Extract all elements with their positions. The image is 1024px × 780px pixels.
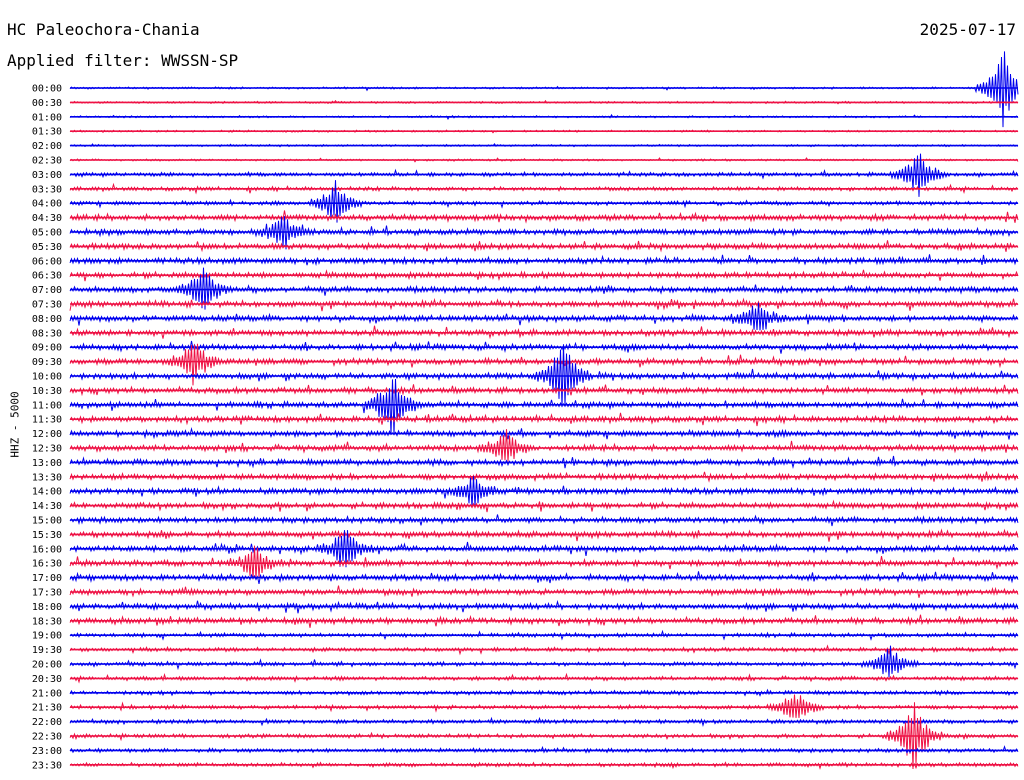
row-label: 06:00 xyxy=(32,256,62,267)
trace-row xyxy=(69,210,1019,224)
row-label: 07:00 xyxy=(32,285,62,296)
row-label: 21:30 xyxy=(32,703,62,714)
row-label: 17:30 xyxy=(32,588,62,599)
row-label: 03:30 xyxy=(32,184,62,195)
trace-row xyxy=(69,528,1019,542)
row-label: 15:00 xyxy=(32,516,62,527)
row-labels: 00:00 00:30 01:00 01:30 02:00 02:30 03:00 03:30… xyxy=(32,84,62,772)
row-label: 06:30 xyxy=(32,271,62,282)
trace-row xyxy=(69,499,1019,513)
row-label: 18:00 xyxy=(32,602,62,613)
row-label: 16:30 xyxy=(32,559,62,570)
row-label: 01:00 xyxy=(32,112,62,123)
row-label: 07:30 xyxy=(32,300,62,311)
row-label: 21:00 xyxy=(32,688,62,699)
row-label: 19:00 xyxy=(32,631,62,642)
filter-label: Applied filter: WWSSN-SP xyxy=(7,51,239,70)
row-label: 04:00 xyxy=(32,199,62,210)
row-label: 12:00 xyxy=(32,429,62,440)
row-label: 16:00 xyxy=(32,544,62,555)
row-label: 13:30 xyxy=(32,472,62,483)
row-label: 10:30 xyxy=(32,386,62,397)
row-label: 11:00 xyxy=(32,400,62,411)
row-label: 01:30 xyxy=(32,127,62,138)
station-title: HC Paleochora-Chania xyxy=(7,20,200,39)
row-label: 05:30 xyxy=(32,242,62,253)
trace-row xyxy=(69,378,1019,436)
row-label: 14:30 xyxy=(32,501,62,512)
trace-row xyxy=(69,302,1019,331)
row-label: 13:00 xyxy=(32,458,62,469)
row-label: 20:30 xyxy=(32,674,62,685)
row-label: 02:00 xyxy=(32,141,62,152)
row-label: 12:30 xyxy=(32,444,62,455)
row-label: 10:00 xyxy=(32,372,62,383)
row-label: 02:30 xyxy=(32,156,62,167)
row-label: 03:00 xyxy=(32,170,62,181)
row-label: 19:30 xyxy=(32,645,62,656)
row-label: 22:30 xyxy=(32,732,62,743)
row-label: 20:00 xyxy=(32,660,62,671)
row-label: 17:00 xyxy=(32,573,62,584)
row-label: 05:00 xyxy=(32,228,62,239)
row-label: 22:00 xyxy=(32,717,62,728)
trace-row xyxy=(69,51,1019,128)
row-label: 14:00 xyxy=(32,487,62,498)
row-label: 00:30 xyxy=(32,98,62,109)
trace-row xyxy=(69,297,1019,312)
row-label: 04:30 xyxy=(32,213,62,224)
row-label: 09:00 xyxy=(32,343,62,354)
trace-row xyxy=(69,254,1019,267)
row-label: 08:30 xyxy=(32,328,62,339)
trace-row xyxy=(69,694,1019,718)
row-label: 08:00 xyxy=(32,314,62,325)
row-label: 18:30 xyxy=(32,616,62,627)
row-label: 23:00 xyxy=(32,746,62,757)
trace-row xyxy=(69,585,1019,598)
row-label: 23:30 xyxy=(32,760,62,771)
row-label: 15:30 xyxy=(32,530,62,541)
row-label: 00:00 xyxy=(32,84,62,95)
seismic-traces xyxy=(69,51,1019,770)
row-label: 11:30 xyxy=(32,415,62,426)
date-label: 2025-07-17 xyxy=(919,20,1016,39)
row-label: 09:30 xyxy=(32,357,62,368)
